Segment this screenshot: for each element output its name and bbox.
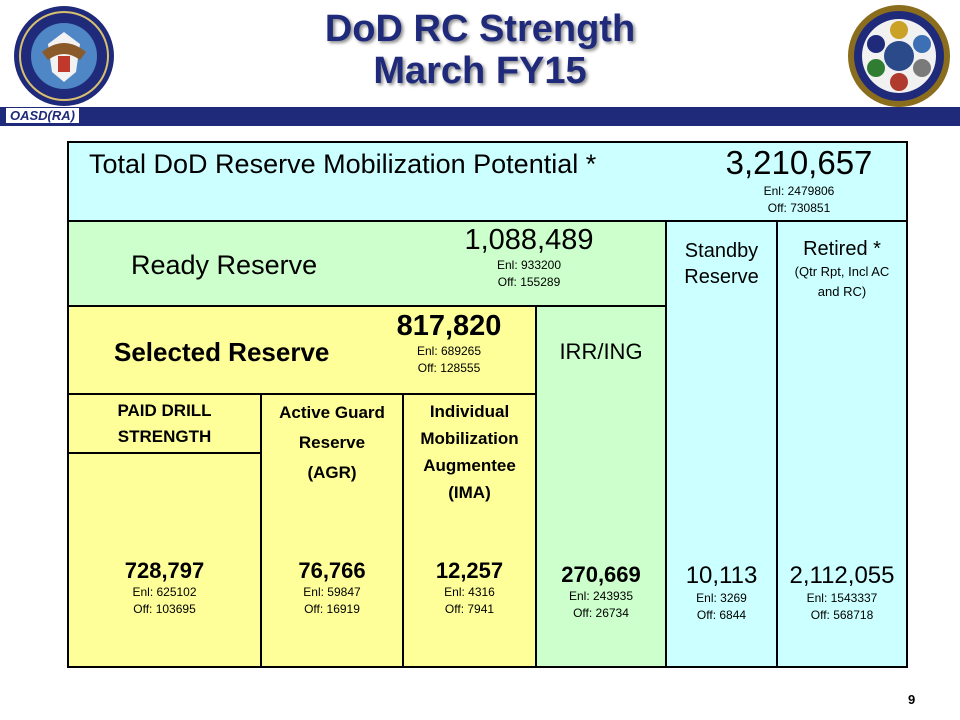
total-mobilization-box: Total DoD Reserve Mobilization Potential… xyxy=(67,141,908,222)
standby-value: 10,113 Enl: 3269 Off: 6844 xyxy=(667,562,776,624)
irr-value: 270,669 Enl: 243935 Off: 26734 xyxy=(537,562,665,622)
standby-off: Off: 6844 xyxy=(696,608,747,622)
selected-label: Selected Reserve xyxy=(114,337,330,367)
retired-label-line-3: and RC) xyxy=(817,284,867,299)
retired-value-number: 2,112,055 xyxy=(789,562,895,589)
ready-off: Off: 155289 xyxy=(497,275,561,289)
standby-enl: Enl: 3269 xyxy=(696,591,747,605)
paid-drill-label-line-2: STRENGTH xyxy=(117,427,212,446)
page-number: 9 xyxy=(908,692,916,707)
retired-enl: Enl: 1543337 xyxy=(806,591,878,605)
selected-value-number: 817,820 xyxy=(396,310,502,342)
ima-label: Individual Mobilization Augmentee (IMA) xyxy=(404,398,535,506)
ready-label: Ready Reserve xyxy=(131,250,318,280)
standby-label-line-1: Standby xyxy=(684,240,759,262)
irr-ing-box: IRR/ING 270,669 Enl: 243935 Off: 26734 xyxy=(535,305,667,668)
standby-reserve-box: Standby Reserve 10,113 Enl: 3269 Off: 68… xyxy=(665,220,778,668)
total-value-number: 3,210,657 xyxy=(725,144,873,181)
page-title: DoD RC Strength March FY15 xyxy=(260,8,700,92)
ima-enl: Enl: 4316 xyxy=(444,585,495,599)
agr-value-number: 76,766 xyxy=(298,558,366,583)
ima-label-line-4: (IMA) xyxy=(448,483,491,502)
total-off: Off: 730851 xyxy=(767,201,831,215)
reserve-affairs-seal xyxy=(845,4,953,108)
agr-off: Off: 16919 xyxy=(304,602,360,616)
agr-enl: Enl: 59847 xyxy=(303,585,361,599)
selected-enl: Enl: 689265 xyxy=(416,344,482,358)
total-enl: Enl: 2479806 xyxy=(763,184,835,198)
header-banner xyxy=(0,107,960,126)
retired-label: Retired * (Qtr Rpt, Incl AC and RC) xyxy=(778,236,906,302)
ima-value: 12,257 Enl: 4316 Off: 7941 xyxy=(404,558,535,618)
retired-label-line-2: (Qtr Rpt, Incl AC xyxy=(794,264,890,279)
ima-label-line-3: Augmentee xyxy=(423,456,516,475)
ima-label-line-2: Mobilization xyxy=(420,429,519,448)
irr-label: IRR/ING xyxy=(559,339,643,364)
ima-off: Off: 7941 xyxy=(444,602,495,616)
ready-enl: Enl: 933200 xyxy=(496,258,562,272)
agr-value: 76,766 Enl: 59847 Off: 16919 xyxy=(262,558,402,618)
agr-label-line-2: Reserve xyxy=(298,433,366,452)
title-line-1: DoD RC Strength xyxy=(324,8,636,50)
standby-label-line-2: Reserve xyxy=(684,266,759,288)
paid-drill-header-box: PAID DRILL STRENGTH xyxy=(67,393,262,454)
total-label: Total DoD Reserve Mobilization Potential… xyxy=(89,149,597,179)
irr-off: Off: 26734 xyxy=(573,606,629,620)
paid-drill-value: 728,797 Enl: 625102 Off: 103695 xyxy=(69,558,260,618)
retired-box: Retired * (Qtr Rpt, Incl AC and RC) 2,11… xyxy=(776,220,908,668)
retired-label-line-1: Retired * xyxy=(803,238,881,260)
agr-label-line-1: Active Guard xyxy=(279,403,385,422)
paid-drill-off: Off: 103695 xyxy=(133,602,196,616)
paid-drill-value-number: 728,797 xyxy=(124,558,205,583)
agr-label: Active Guard Reserve (AGR) xyxy=(262,398,402,488)
retired-value: 2,112,055 Enl: 1543337 Off: 568718 xyxy=(778,562,906,624)
irr-value-number: 270,669 xyxy=(561,562,641,587)
selected-reserve-box: Selected Reserve 817,820 Enl: 689265 Off… xyxy=(67,305,537,395)
ready-value-number: 1,088,489 xyxy=(464,224,594,256)
agr-label-line-3: (AGR) xyxy=(307,463,357,482)
dod-seal xyxy=(10,4,118,108)
paid-drill-enl: Enl: 625102 xyxy=(132,585,197,599)
selected-value: 817,820 Enl: 689265 Off: 128555 xyxy=(369,310,529,377)
retired-off: Off: 568718 xyxy=(810,608,874,622)
agr-box: Active Guard Reserve (AGR) 76,766 Enl: 5… xyxy=(260,393,404,668)
ready-reserve-box: Ready Reserve 1,088,489 Enl: 933200 Off:… xyxy=(67,220,667,307)
ima-label-line-1: Individual xyxy=(429,402,510,421)
total-value: 3,210,657 Enl: 2479806 Off: 730851 xyxy=(699,143,899,217)
selected-off: Off: 128555 xyxy=(417,361,481,375)
title-line-2: March FY15 xyxy=(373,50,587,92)
ima-box: Individual Mobilization Augmentee (IMA) … xyxy=(402,393,537,668)
standby-value-number: 10,113 xyxy=(685,562,758,589)
paid-drill-label-line-1: PAID DRILL xyxy=(117,401,212,420)
irr-enl: Enl: 243935 xyxy=(568,589,634,603)
ready-value: 1,088,489 Enl: 933200 Off: 155289 xyxy=(439,224,619,291)
standby-label: Standby Reserve xyxy=(667,238,776,290)
ima-value-number: 12,257 xyxy=(435,558,504,583)
paid-drill-label: PAID DRILL STRENGTH xyxy=(69,398,260,450)
org-label: OASD(RA) xyxy=(6,108,79,123)
paid-drill-box: 728,797 Enl: 625102 Off: 103695 xyxy=(67,452,262,668)
